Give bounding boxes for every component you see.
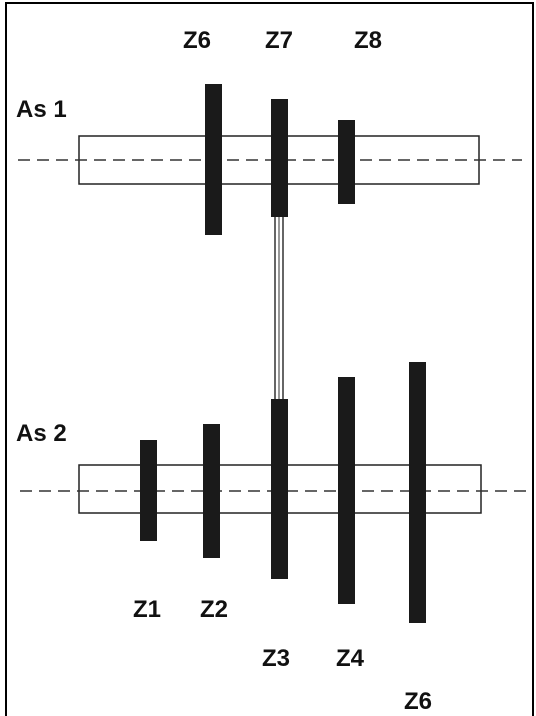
gear-as2-z4: [338, 377, 355, 604]
gear-link: [274, 215, 284, 402]
gear-label-as2-z6: Z6: [404, 688, 432, 715]
gear-label-as2-z1: Z1: [133, 596, 161, 623]
gear-label-as2-z3: Z3: [262, 645, 290, 672]
gear-label-as1-z7: Z7: [265, 27, 293, 54]
gear-as2-z1: [140, 440, 157, 541]
gear-as1-z6: [205, 84, 222, 235]
gear-as1-z8: [338, 120, 355, 204]
gear-as2-z2: [203, 424, 220, 558]
gear-label-as2-z2: Z2: [200, 596, 228, 623]
gear-label-as2-z4: Z4: [336, 645, 365, 672]
shaft-as2-label: As 2: [16, 420, 67, 447]
gear-as2-z3: [271, 399, 288, 579]
shaft-as1: [18, 135, 522, 185]
gear-as1-z7: [271, 99, 288, 217]
diagram-frame: [5, 2, 534, 716]
gear-as2-z6: [409, 362, 426, 623]
shaft-as1-label: As 1: [16, 96, 67, 123]
gear-label-as1-z8: Z8: [354, 27, 382, 54]
gear-label-as1-z6: Z6: [183, 27, 211, 54]
